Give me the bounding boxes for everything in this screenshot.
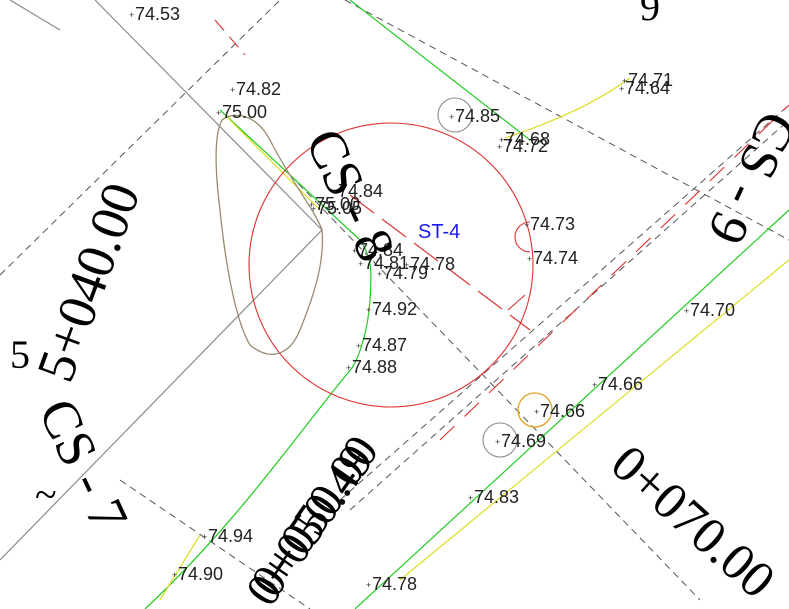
spot-marker: + xyxy=(230,85,235,95)
red-small-arc xyxy=(514,221,531,253)
spot-marker: + xyxy=(172,570,177,580)
dash-line-f xyxy=(119,479,311,609)
spot-elev: 74.81 xyxy=(364,253,409,273)
red-dash-right xyxy=(439,104,789,441)
spot-marker: + xyxy=(346,363,351,373)
red-features xyxy=(214,19,789,441)
spot-marker: + xyxy=(309,200,314,210)
yellow-line-top xyxy=(504,77,631,139)
spot-elev: 74.74 xyxy=(533,248,578,268)
gray-boundary-lines xyxy=(0,0,323,561)
green-curb-curve xyxy=(144,239,372,609)
dash-line-c xyxy=(289,174,701,601)
spot-marker: + xyxy=(524,220,529,230)
red-structure-circle xyxy=(248,122,534,408)
spot-elev: 74.64 xyxy=(625,78,670,98)
spot-elev: 74.69 xyxy=(501,431,546,451)
section-label: CS - 9 xyxy=(696,103,789,253)
gray-circle-lower xyxy=(482,422,518,458)
partial-label: 9 xyxy=(640,0,660,29)
spot-marker: + xyxy=(404,260,409,270)
gray-circle-upper xyxy=(437,97,473,133)
spot-elev: 74.84 xyxy=(338,181,383,201)
spot-marker: + xyxy=(356,341,361,351)
yellow-line-bottom-left xyxy=(159,534,201,601)
spot-marker: + xyxy=(468,493,473,503)
spot-marker: + xyxy=(332,187,337,197)
dash-line-a xyxy=(344,0,789,241)
spot-elev: 74.66 xyxy=(540,401,585,421)
spot-marker: + xyxy=(497,142,502,152)
spot-marker: + xyxy=(358,259,363,269)
spot-elev: 74.92 xyxy=(372,299,417,319)
spot-marker: + xyxy=(622,76,627,86)
spot-elev: 74.68 xyxy=(505,129,550,149)
spot-marker: + xyxy=(684,306,689,316)
spot-elev: 74.78 xyxy=(372,574,417,594)
spot-marker: + xyxy=(534,407,539,417)
gray-line-top xyxy=(94,0,323,231)
yellow-lines xyxy=(159,77,789,601)
spot-elev: 74.82 xyxy=(236,79,281,99)
spot-elev: 74.66 xyxy=(598,374,643,394)
orange-circle xyxy=(517,392,553,428)
spot-elev: 74.90 xyxy=(178,564,223,584)
spot-elev: 74.79 xyxy=(383,263,428,283)
spot-marker: + xyxy=(449,112,454,122)
spot-elev: 74.83 xyxy=(474,487,519,507)
tan-outline-shape xyxy=(215,114,324,355)
structure-label: ST-4 xyxy=(418,221,460,243)
green-line-right xyxy=(354,209,789,609)
spot-marker: + xyxy=(495,437,500,447)
green-line-upper xyxy=(349,0,531,141)
spot-marker: + xyxy=(366,580,371,590)
spot-elev: 74.70 xyxy=(690,300,735,320)
spot-marker: + xyxy=(499,135,504,145)
green-lines xyxy=(144,0,789,609)
spot-elev: 74.71 xyxy=(628,70,673,90)
station-label: 0+070.00 xyxy=(600,435,786,609)
spot-marker: + xyxy=(592,380,597,390)
spot-marker: + xyxy=(619,84,624,94)
spot-marker: + xyxy=(311,204,316,214)
spot-marker: + xyxy=(527,254,532,264)
spot-elev: 74.88 xyxy=(352,357,397,377)
spot-elev: 74.85 xyxy=(455,106,500,126)
spot-elev: 74.87 xyxy=(362,335,407,355)
spot-marker: + xyxy=(377,269,382,279)
spot-elev: 74.72 xyxy=(503,136,548,156)
red-axis-line xyxy=(349,194,531,331)
spot-elev: 74.53 xyxy=(135,4,180,24)
spot-marker: + xyxy=(366,305,371,315)
dash-line-e xyxy=(339,104,789,501)
gray-line-diagonal xyxy=(0,229,323,561)
spot-elev: 75.00 xyxy=(222,102,267,122)
dash-line-b xyxy=(0,0,281,276)
spot-marker: + xyxy=(129,10,134,20)
section-label: CS - 7 xyxy=(27,390,140,540)
spot-elev: 75.05 xyxy=(317,198,362,218)
spot-elev: 74.78 xyxy=(410,254,455,274)
yellow-line-right xyxy=(399,259,789,581)
red-dash-upper xyxy=(214,19,246,56)
red-tick xyxy=(507,294,526,311)
spot-elev: 75.00 xyxy=(315,194,360,214)
gray-line-short xyxy=(9,0,61,31)
yellow-line-upper-road xyxy=(224,114,321,211)
spot-marker: + xyxy=(202,532,207,542)
station-label: 5+040.00 xyxy=(25,175,152,389)
spot-marker: + xyxy=(352,246,357,256)
spot-elev: 74.73 xyxy=(530,214,575,234)
tilde-label: ~ xyxy=(35,472,57,517)
spot-elevation-labels: 74.53 74.82 75.00 74.85 74.71 74.64 74.6… xyxy=(135,4,735,594)
spot-marker: + xyxy=(216,108,221,118)
spot-elev: 74.94 xyxy=(208,526,253,546)
spot-elev: 74.84 xyxy=(358,240,403,260)
partial-label: 5 xyxy=(10,332,30,377)
